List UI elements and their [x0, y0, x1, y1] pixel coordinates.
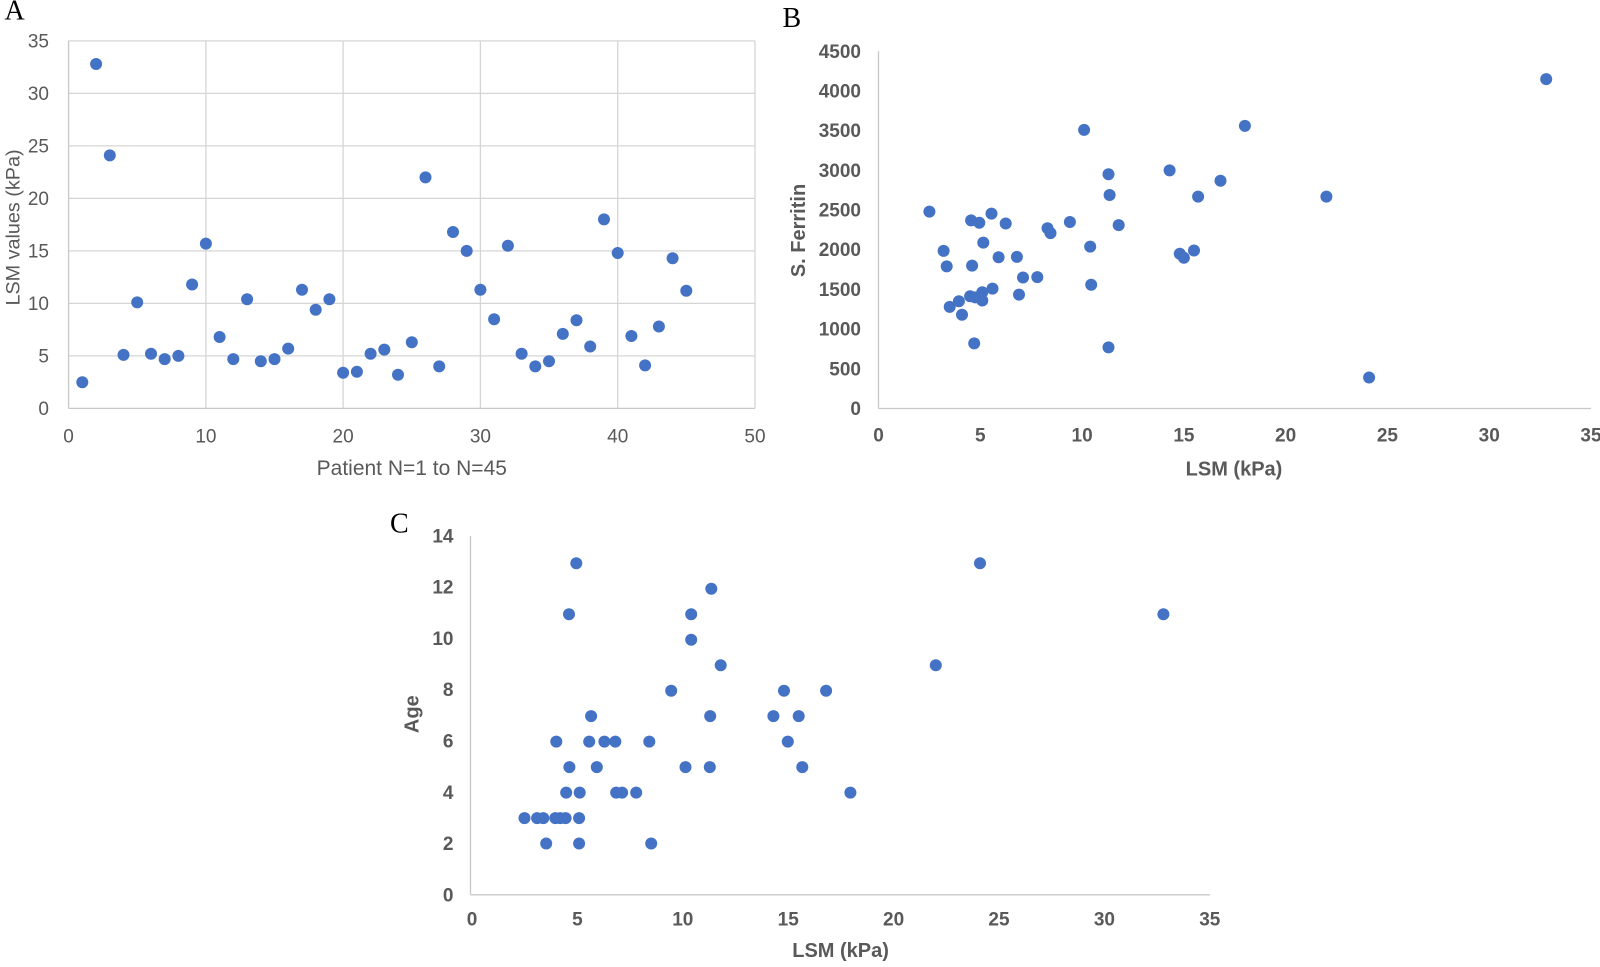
svg-text:0: 0	[850, 399, 861, 420]
svg-text:10: 10	[28, 294, 49, 315]
svg-text:0: 0	[38, 399, 49, 420]
svg-text:500: 500	[829, 359, 861, 380]
svg-text:5: 5	[572, 910, 583, 931]
svg-text:30: 30	[1479, 426, 1500, 447]
svg-text:20: 20	[883, 910, 904, 931]
svg-text:2: 2	[443, 834, 454, 855]
svg-text:10: 10	[672, 910, 693, 931]
svg-text:10: 10	[432, 629, 453, 650]
svg-text:5: 5	[975, 426, 986, 447]
svg-text:20: 20	[1275, 426, 1296, 447]
svg-text:4000: 4000	[819, 82, 861, 103]
svg-text:20: 20	[333, 427, 354, 448]
svg-text:3000: 3000	[819, 161, 861, 182]
svg-text:35: 35	[1580, 426, 1600, 447]
svg-text:10: 10	[1072, 426, 1093, 447]
svg-text:2500: 2500	[819, 201, 861, 222]
svg-text:LSM values (kPa): LSM values (kPa)	[3, 149, 25, 305]
svg-text:30: 30	[470, 427, 491, 448]
svg-text:8: 8	[443, 680, 454, 701]
svg-text:20: 20	[28, 189, 49, 210]
svg-text:Age: Age	[402, 695, 424, 733]
svg-text:1500: 1500	[819, 280, 861, 301]
svg-text:1000: 1000	[819, 320, 861, 341]
svg-text:25: 25	[28, 136, 49, 157]
svg-text:4500: 4500	[819, 42, 861, 63]
svg-text:30: 30	[28, 84, 49, 105]
svg-text:35: 35	[28, 31, 49, 52]
svg-text:C: C	[390, 509, 409, 540]
svg-text:LSM (kPa): LSM (kPa)	[792, 940, 889, 962]
svg-text:15: 15	[778, 910, 800, 931]
svg-text:B: B	[783, 3, 802, 34]
svg-text:LSM (kPa): LSM (kPa)	[1186, 458, 1283, 480]
svg-text:14: 14	[432, 526, 454, 547]
svg-text:12: 12	[432, 578, 453, 599]
svg-text:10: 10	[195, 427, 216, 448]
svg-text:0: 0	[467, 910, 478, 931]
svg-text:3500: 3500	[819, 121, 861, 142]
svg-text:0: 0	[443, 885, 454, 906]
svg-text:40: 40	[607, 427, 628, 448]
svg-text:35: 35	[1199, 910, 1221, 931]
svg-text:A: A	[5, 0, 26, 27]
svg-text:25: 25	[1377, 426, 1399, 447]
svg-text:S. Ferritin: S. Ferritin	[788, 184, 810, 277]
svg-text:25: 25	[988, 910, 1010, 931]
svg-text:2000: 2000	[819, 240, 861, 261]
svg-text:0: 0	[63, 427, 74, 448]
svg-text:5: 5	[38, 346, 49, 367]
svg-text:30: 30	[1094, 910, 1115, 931]
svg-text:0: 0	[873, 426, 884, 447]
svg-text:15: 15	[28, 241, 49, 262]
svg-text:4: 4	[443, 783, 454, 804]
svg-text:50: 50	[744, 427, 765, 448]
svg-text:6: 6	[443, 732, 454, 753]
svg-text:Patient N=1 to N=45: Patient N=1 to N=45	[317, 457, 507, 480]
svg-text:15: 15	[1173, 426, 1195, 447]
